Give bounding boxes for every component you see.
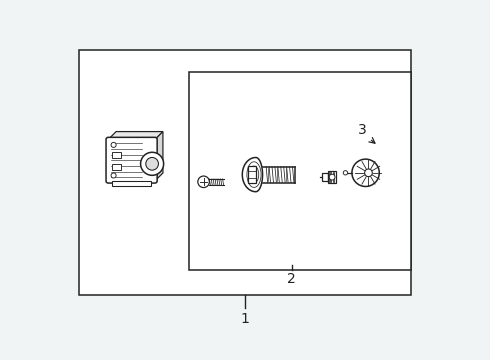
Bar bbox=[328, 171, 336, 183]
Circle shape bbox=[365, 169, 372, 177]
Bar bbox=[112, 164, 121, 170]
Polygon shape bbox=[108, 132, 163, 140]
Bar bbox=[79, 50, 411, 295]
Circle shape bbox=[111, 173, 116, 178]
Circle shape bbox=[198, 176, 209, 188]
Circle shape bbox=[343, 171, 347, 175]
Bar bbox=[112, 152, 121, 158]
Bar bbox=[322, 174, 328, 181]
Circle shape bbox=[141, 152, 164, 175]
FancyBboxPatch shape bbox=[106, 137, 157, 183]
Bar bbox=[248, 166, 256, 183]
Polygon shape bbox=[242, 158, 263, 192]
Circle shape bbox=[146, 157, 158, 170]
Text: 2: 2 bbox=[288, 272, 296, 286]
Bar bbox=[112, 181, 151, 186]
Circle shape bbox=[111, 143, 116, 148]
Circle shape bbox=[329, 174, 335, 180]
Text: 3: 3 bbox=[358, 123, 367, 136]
Bar bbox=[189, 72, 411, 270]
Polygon shape bbox=[155, 132, 163, 181]
Circle shape bbox=[352, 159, 379, 186]
Text: 1: 1 bbox=[241, 312, 249, 325]
